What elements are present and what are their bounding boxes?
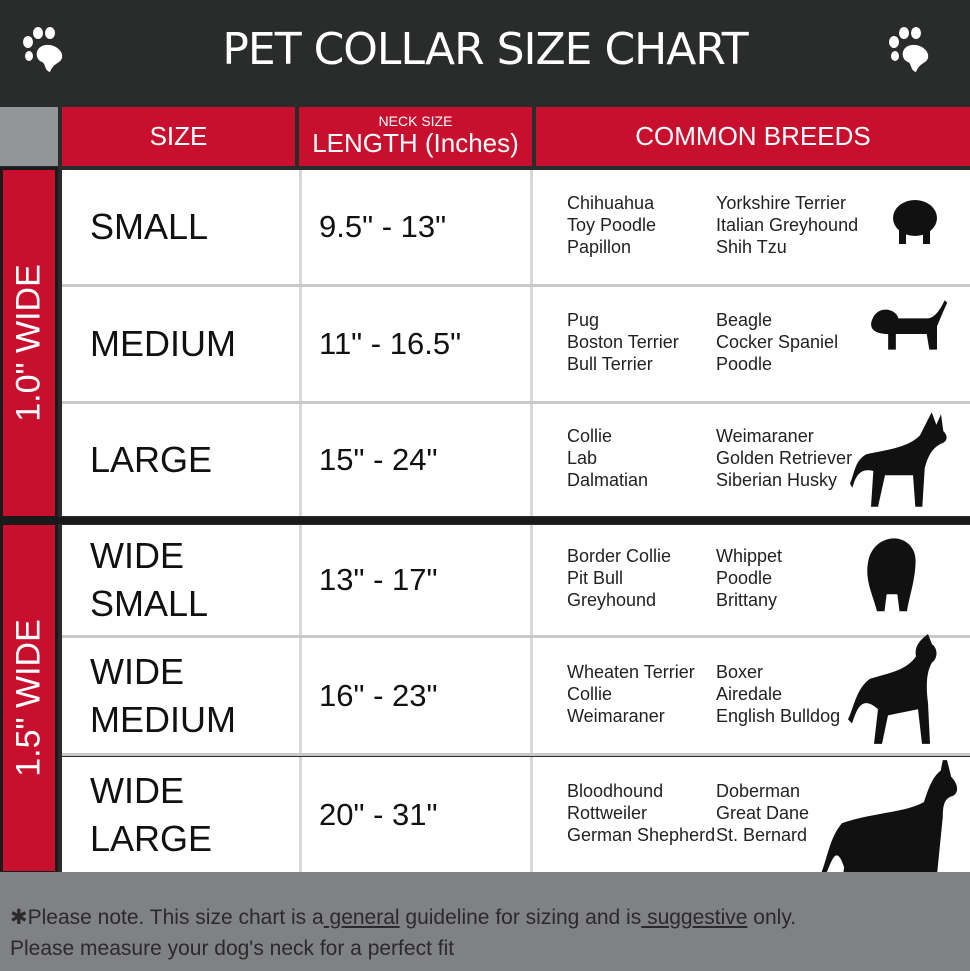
breeds-cell: Chihuahua Toy Poodle Papillon Yorkshire … (536, 170, 970, 284)
table-row: WIDE MEDIUM 16" - 23" Wheaten Terrier Co… (62, 638, 970, 753)
breed-list: Weimaraner Golden Retriever Siberian Hus… (716, 426, 853, 490)
dog-silhouette-icon (850, 412, 947, 507)
length-value: 11" - 16.5" (319, 326, 462, 361)
row-divider (62, 401, 970, 404)
paw-icon (889, 27, 929, 72)
length-cell: 16" - 23" (299, 638, 533, 753)
group-label-text: 1.0" WIDE (9, 264, 48, 422)
table-row: SMALL 9.5" - 13" Chihuahua Toy Poodle Pa… (62, 170, 970, 284)
group-divider (0, 517, 970, 524)
table-row: MEDIUM 11" - 16.5" Pug Boston Terrier Bu… (62, 287, 970, 401)
dog-silhouette-icon (893, 200, 937, 244)
corner-cell (0, 107, 58, 166)
size-label: MEDIUM (90, 323, 236, 364)
header-breeds-label: COMMON BREEDS (635, 121, 871, 151)
size-cell: LARGE (62, 404, 296, 516)
breed-list: Yorkshire Terrier Italian Greyhound Shih… (716, 193, 859, 257)
size-cell: MEDIUM (62, 287, 296, 401)
note-text: ✱Please note. This size chart is a (10, 906, 324, 929)
table-row: WIDE LARGE 20" - 31" Bloodhound Rottweil… (62, 757, 970, 872)
breeds-cell: Bloodhound Rottweiler German Shepherd Do… (536, 757, 970, 872)
size-cell: WIDE SMALL (62, 525, 296, 635)
header-neck-size-label: NECK SIZE (378, 113, 453, 129)
group-label-1-5in: 1.5" WIDE (0, 522, 58, 874)
header-breeds: COMMON BREEDS (536, 107, 970, 166)
length-value: 20" - 31" (319, 796, 438, 832)
breed-list: Border Collie Pit Bull Greyhound (567, 546, 672, 610)
header-length-label: LENGTH (Inches) (312, 128, 519, 158)
page-title: PET COLLAR SIZE CHART (222, 24, 748, 75)
size-label: WIDE SMALL (90, 535, 209, 624)
length-value: 13" - 17" (319, 562, 438, 597)
length-cell: 13" - 17" (299, 525, 533, 635)
breed-list: Pug Boston Terrier Bull Terrier (567, 310, 679, 374)
dog-silhouette-icon (848, 634, 937, 744)
length-value: 9.5" - 13" (319, 209, 447, 244)
breed-list: Bloodhound Rottweiler German Shepherd (567, 780, 716, 845)
breed-list: Chihuahua Toy Poodle Papillon (567, 193, 657, 257)
header-size-label: SIZE (149, 121, 208, 151)
size-label: WIDE MEDIUM (90, 650, 236, 740)
table-row: LARGE 15" - 24" Collie Lab Dalmatian Wei… (62, 404, 970, 516)
size-label: LARGE (90, 439, 213, 480)
breed-list: Whippet Poodle Brittany (716, 546, 783, 610)
length-cell: 11" - 16.5" (299, 287, 533, 401)
size-label: WIDE LARGE (90, 769, 213, 859)
length-cell: 15" - 24" (299, 404, 533, 516)
breeds-cell: Wheaten Terrier Collie Weimaraner Boxer … (536, 638, 970, 753)
row-divider (62, 284, 970, 287)
breeds-cell: Border Collie Pit Bull Greyhound Whippet… (536, 525, 970, 635)
footer-note: ✱Please note. This size chart is a gener… (0, 872, 970, 971)
paw-icon (23, 27, 63, 72)
row-divider (62, 635, 970, 638)
size-cell: SMALL (62, 170, 296, 284)
header-length: NECK SIZE LENGTH (Inches) (299, 107, 532, 166)
row-divider (62, 753, 970, 756)
size-cell: WIDE LARGE (62, 757, 296, 872)
length-value: 16" - 23" (319, 677, 438, 713)
note-underline-suggestive: suggestive (641, 906, 748, 929)
note-text: guideline for sizing and is (399, 906, 642, 929)
breeds-cell: Pug Boston Terrier Bull Terrier Beagle C… (536, 287, 970, 401)
breeds-cell: Collie Lab Dalmatian Weimaraner Golden R… (536, 404, 970, 516)
length-value: 15" - 24" (319, 442, 438, 477)
dog-silhouette-icon (871, 300, 948, 350)
breed-list: Collie Lab Dalmatian (567, 426, 649, 490)
length-cell: 20" - 31" (299, 757, 533, 872)
note-underline-general: general (323, 906, 400, 929)
header-size: SIZE (62, 107, 295, 166)
group-label-1in: 1.0" WIDE (0, 167, 58, 519)
breed-list: Wheaten Terrier Collie Weimaraner (567, 661, 695, 726)
breed-list: Doberman Great Dane St. Bernard (716, 780, 810, 845)
length-cell: 9.5" - 13" (299, 170, 533, 284)
group-label-text: 1.5" WIDE (9, 619, 48, 777)
breed-list: Boxer Airedale English Bulldog (716, 661, 841, 726)
note-text: only. (747, 906, 797, 929)
dog-silhouette-icon (867, 538, 916, 612)
size-label: SMALL (90, 206, 209, 247)
table-row: WIDE SMALL 13" - 17" Border Collie Pit B… (62, 525, 970, 635)
note-line-2: Please measure your dog's neck for a per… (10, 937, 455, 960)
title-banner: PET COLLAR SIZE CHART (0, 0, 970, 105)
breed-list: Beagle Cocker Spaniel Poodle (716, 310, 839, 374)
size-cell: WIDE MEDIUM (62, 638, 296, 753)
